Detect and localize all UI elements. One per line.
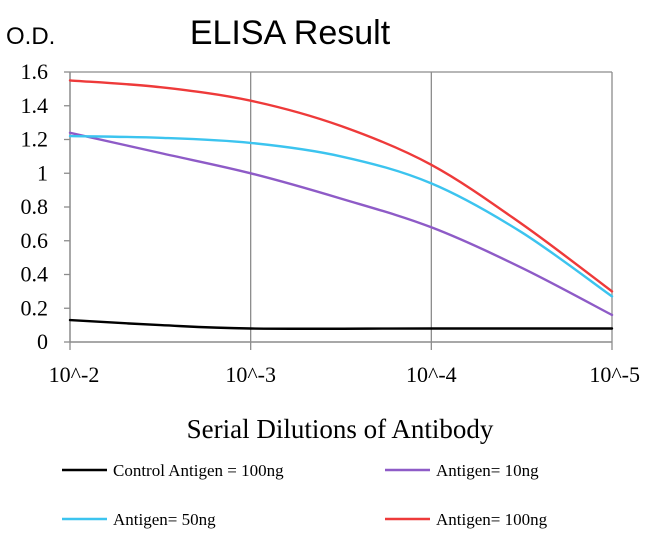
legend-item: Antigen= 10ng — [385, 461, 539, 480]
y-tick-label: 0.6 — [21, 228, 49, 253]
y-tick-label: 1.6 — [21, 59, 49, 84]
series-line-antigen-10ng — [68, 131, 614, 317]
y-tick-label: 0.8 — [21, 194, 49, 219]
series-layer — [68, 79, 614, 330]
x-tick-label: 10^-3 — [225, 362, 276, 387]
legend-item: Antigen= 50ng — [62, 510, 216, 529]
legend-item: Control Antigen = 100ng — [62, 461, 284, 480]
series-line-antigen-50ng — [68, 134, 614, 298]
legend-label: Antigen= 50ng — [113, 510, 216, 529]
grid-layer — [70, 71, 613, 342]
y-tick-label: 1.2 — [21, 127, 49, 152]
legend-label: Antigen= 10ng — [436, 461, 539, 480]
x-tick-label: 10^-2 — [49, 362, 100, 387]
axes-layer: 0 0.2 0.4 0.6 0.8 1 1.2 1.4 1.6 10^-2 10^-3 10^-4 10… — [21, 59, 641, 387]
x-axis-label: Serial Dilutions of Antibody — [187, 414, 494, 444]
x-tick-label: 10^-5 — [589, 362, 640, 387]
series-line-control-antigen-100ng — [68, 318, 614, 330]
series-line-antigen-100ng — [68, 79, 614, 293]
legend: Control Antigen = 100ng Antigen= 10ng Anti… — [62, 461, 548, 529]
legend-label: Control Antigen = 100ng — [113, 461, 284, 480]
legend-label: Antigen= 100ng — [436, 510, 548, 529]
y-tick-label: 1.4 — [21, 93, 49, 118]
y-tick-label: 1 — [37, 160, 48, 185]
y-axis-label: O.D. — [6, 23, 55, 50]
y-tick-label: 0.2 — [21, 295, 49, 320]
y-tick-label: 0.4 — [21, 262, 49, 287]
chart-title: ELISA Result — [190, 14, 391, 52]
y-tick-label: 0 — [37, 329, 48, 354]
legend-item: Antigen= 100ng — [385, 510, 548, 529]
x-tick-label: 10^-4 — [406, 362, 457, 387]
